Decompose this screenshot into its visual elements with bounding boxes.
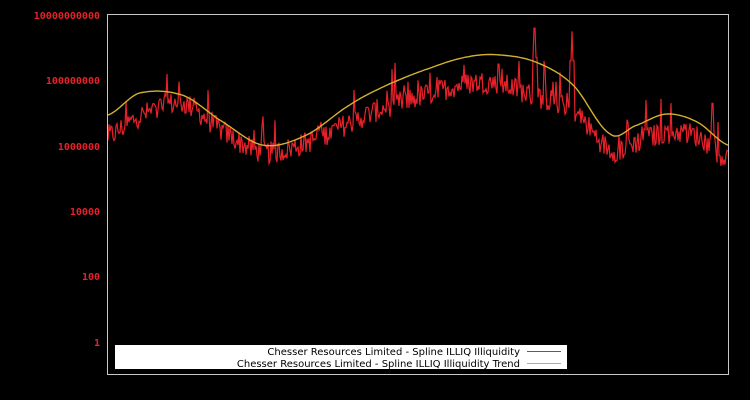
y-tick-label: 100: [82, 272, 100, 283]
y-tick-label: 1: [94, 338, 100, 349]
y-tick-label: 10000000000: [34, 11, 100, 22]
legend-label-illiquidity: Chesser Resources Limited - Spline ILLIQ…: [267, 347, 520, 358]
y-tick-label: 10000: [70, 207, 100, 218]
plot-frame: [107, 14, 729, 375]
y-tick-label: 1000000: [58, 142, 100, 153]
plot-area: [107, 27, 729, 167]
y-tick-label: 100000000: [46, 76, 100, 87]
illiquidity-trend-line: [107, 53, 729, 147]
illiquidity-series-line: [107, 27, 729, 167]
y-axis-tick-labels: 10000000000 100000000 1000000 10000 100 …: [34, 11, 100, 349]
legend-box: [115, 345, 567, 369]
legend-label-trend: Chesser Resources Limited - Spline ILLIQ…: [237, 359, 520, 370]
legend: Chesser Resources Limited - Spline ILLIQ…: [115, 345, 567, 370]
